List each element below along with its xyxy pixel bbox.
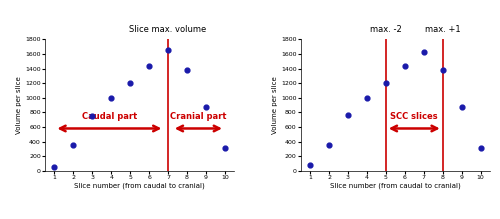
Point bbox=[382, 81, 390, 85]
Point bbox=[88, 114, 96, 118]
Point bbox=[202, 106, 210, 109]
Point bbox=[164, 49, 172, 52]
Text: Caudal part: Caudal part bbox=[82, 112, 137, 121]
Point bbox=[344, 114, 352, 117]
Text: max. -2: max. -2 bbox=[370, 25, 402, 34]
Text: Slice max. volume: Slice max. volume bbox=[130, 25, 206, 34]
Y-axis label: Volume per slice: Volume per slice bbox=[272, 76, 278, 134]
Point bbox=[145, 65, 153, 68]
Point bbox=[458, 106, 466, 109]
Point bbox=[306, 164, 314, 167]
Point bbox=[325, 143, 333, 147]
X-axis label: Slice number (from caudal to cranial): Slice number (from caudal to cranial) bbox=[330, 183, 460, 189]
Point bbox=[108, 96, 116, 100]
Point bbox=[126, 81, 134, 85]
Text: max. +1: max. +1 bbox=[425, 25, 460, 34]
X-axis label: Slice number (from caudal to cranial): Slice number (from caudal to cranial) bbox=[74, 183, 205, 189]
Point bbox=[401, 64, 409, 67]
Point bbox=[420, 50, 428, 54]
Point bbox=[50, 165, 58, 169]
Point bbox=[476, 147, 484, 150]
Text: Cranial part: Cranial part bbox=[170, 112, 226, 121]
Point bbox=[438, 68, 446, 72]
Point bbox=[363, 96, 371, 100]
Point bbox=[221, 147, 229, 150]
Text: SCC slices: SCC slices bbox=[390, 112, 438, 121]
Y-axis label: Volume per slice: Volume per slice bbox=[16, 76, 22, 134]
Point bbox=[183, 68, 191, 72]
Point bbox=[70, 143, 78, 147]
